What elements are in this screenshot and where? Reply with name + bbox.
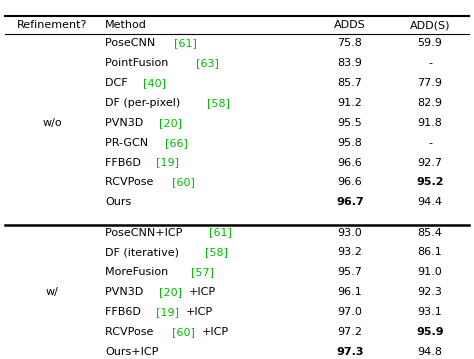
Text: FFB6D: FFB6D (105, 158, 145, 168)
Text: 59.9: 59.9 (418, 38, 442, 48)
Text: [63]: [63] (196, 58, 219, 68)
Text: 77.9: 77.9 (418, 78, 443, 88)
Text: PoseCNN+ICP: PoseCNN+ICP (105, 228, 186, 238)
Text: [58]: [58] (207, 98, 229, 108)
Text: MoreFusion: MoreFusion (105, 267, 172, 277)
Text: 93.2: 93.2 (337, 247, 363, 257)
Text: 85.7: 85.7 (337, 78, 363, 88)
Text: PVN3D: PVN3D (105, 118, 147, 128)
Text: w/o: w/o (42, 118, 62, 128)
Text: 91.2: 91.2 (337, 98, 363, 108)
Text: 95.7: 95.7 (337, 267, 363, 277)
Text: [60]: [60] (172, 177, 195, 187)
Text: PointFusion: PointFusion (105, 58, 175, 68)
Text: ADD(S): ADD(S) (410, 20, 450, 31)
Text: 95.2: 95.2 (416, 177, 444, 187)
Text: Ours+ICP: Ours+ICP (105, 347, 158, 357)
Text: FFB6D: FFB6D (105, 307, 145, 317)
Text: [40]: [40] (143, 78, 166, 88)
Text: 91.0: 91.0 (418, 267, 442, 277)
Text: 96.6: 96.6 (337, 158, 363, 168)
Text: 94.8: 94.8 (418, 347, 443, 357)
Text: -: - (428, 138, 432, 148)
Text: 96.1: 96.1 (337, 287, 363, 297)
Text: Method: Method (105, 20, 147, 31)
Text: 95.8: 95.8 (337, 138, 363, 148)
Text: [19]: [19] (156, 158, 179, 168)
Text: 96.6: 96.6 (337, 177, 363, 187)
Text: Refinement?: Refinement? (17, 20, 87, 31)
Text: [60]: [60] (172, 327, 195, 337)
Text: 85.4: 85.4 (418, 228, 442, 238)
Text: DCF: DCF (105, 78, 135, 88)
Text: 91.8: 91.8 (418, 118, 442, 128)
Text: RCVPose: RCVPose (105, 177, 157, 187)
Text: 92.7: 92.7 (418, 158, 443, 168)
Text: w/: w/ (46, 287, 58, 297)
Text: PVN3D: PVN3D (105, 287, 147, 297)
Text: 94.4: 94.4 (418, 197, 443, 207)
Text: PoseCNN: PoseCNN (105, 38, 159, 48)
Text: [57]: [57] (191, 267, 214, 277)
Text: [58]: [58] (205, 247, 228, 257)
Text: 82.9: 82.9 (418, 98, 443, 108)
Text: [19]: [19] (156, 307, 179, 317)
Text: 83.9: 83.9 (337, 58, 363, 68)
Text: [66]: [66] (165, 138, 188, 148)
Text: [20]: [20] (159, 287, 182, 297)
Text: 97.3: 97.3 (336, 347, 364, 357)
Text: [20]: [20] (159, 118, 182, 128)
Text: +ICP: +ICP (189, 287, 216, 297)
Text: [61]: [61] (210, 228, 232, 238)
Text: [61]: [61] (174, 38, 197, 48)
Text: 86.1: 86.1 (418, 247, 442, 257)
Text: 93.1: 93.1 (418, 307, 442, 317)
Text: 93.0: 93.0 (337, 228, 363, 238)
Text: 96.7: 96.7 (336, 197, 364, 207)
Text: RCVPose: RCVPose (105, 327, 157, 337)
Text: +ICP: +ICP (185, 307, 213, 317)
Text: ADDS: ADDS (334, 20, 366, 31)
Text: DF (per-pixel): DF (per-pixel) (105, 98, 184, 108)
Text: 92.3: 92.3 (418, 287, 442, 297)
Text: 75.8: 75.8 (337, 38, 363, 48)
Text: DF (iterative): DF (iterative) (105, 247, 182, 257)
Text: PR-GCN: PR-GCN (105, 138, 152, 148)
Text: +ICP: +ICP (201, 327, 228, 337)
Text: -: - (428, 58, 432, 68)
Text: 97.0: 97.0 (337, 307, 363, 317)
Text: 95.9: 95.9 (416, 327, 444, 337)
Text: Ours: Ours (105, 197, 131, 207)
Text: 95.5: 95.5 (337, 118, 363, 128)
Text: 97.2: 97.2 (337, 327, 363, 337)
